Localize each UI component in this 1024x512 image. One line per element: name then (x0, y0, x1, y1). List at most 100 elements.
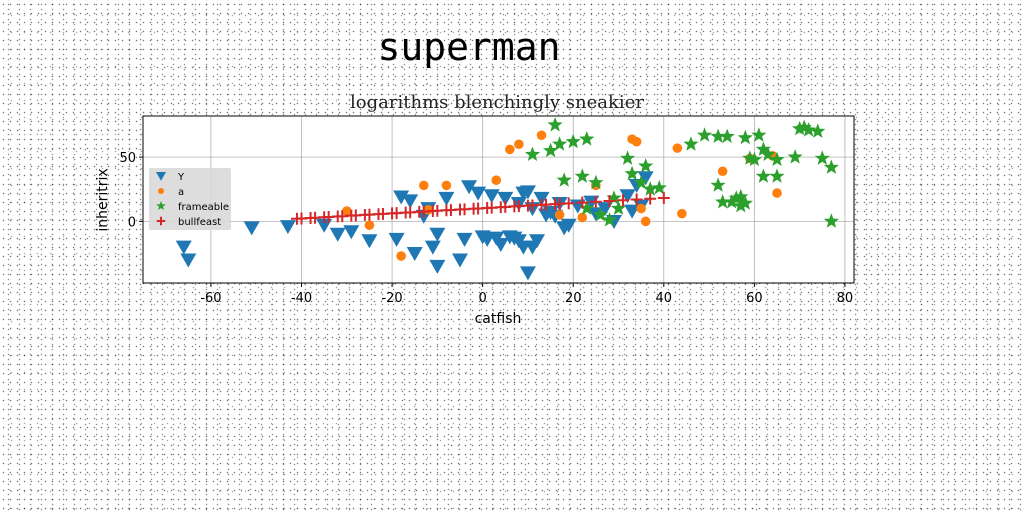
data-point-Y (424, 240, 441, 255)
data-point-frameable (733, 197, 749, 213)
legend-label: frameable (178, 202, 229, 213)
data-point-frameable (624, 165, 640, 181)
data-point-Y (497, 191, 514, 206)
data-point-bullfeast (349, 209, 362, 222)
data-point-frameable (769, 151, 785, 167)
legend-marker (156, 216, 166, 226)
data-point-a (514, 139, 524, 150)
data-point-bullfeast (617, 194, 629, 207)
data-point-Y (456, 232, 473, 247)
data-point-bullfeast (295, 212, 308, 225)
data-point-Y (180, 253, 197, 268)
data-point-frameable (737, 129, 753, 145)
data-point-a (772, 188, 782, 198)
data-point-frameable (642, 181, 658, 196)
data-point-bullfeast (540, 198, 553, 211)
y-tick-label: 50 (119, 151, 136, 166)
series-frameable (524, 117, 839, 228)
data-point-frameable (633, 174, 649, 190)
data-point-a (341, 206, 352, 216)
data-point-bullfeast (363, 208, 376, 221)
x-tick-label: 80 (837, 291, 854, 306)
series-bullfeast (291, 192, 670, 225)
data-point-frameable (796, 119, 812, 134)
data-point-Y (452, 253, 469, 268)
data-point-frameable (683, 136, 699, 151)
data-point-Y (438, 191, 455, 206)
data-point-bullfeast (526, 199, 539, 212)
data-point-a (505, 144, 515, 155)
x-tick-label: 20 (565, 291, 582, 306)
data-point-a (364, 220, 375, 230)
data-point-frameable (552, 136, 568, 151)
data-point-frameable (728, 190, 744, 205)
data-point-a (636, 203, 646, 214)
data-point-bullfeast (657, 192, 670, 204)
data-point-frameable (715, 194, 731, 209)
data-point-frameable (746, 151, 762, 167)
data-point-frameable (823, 213, 839, 228)
data-point-a (418, 180, 429, 191)
data-point-frameable (543, 142, 559, 158)
data-point-frameable (588, 174, 604, 190)
data-point-bullfeast (512, 200, 525, 213)
data-point-Y (519, 266, 536, 281)
data-point-bullfeast (458, 203, 471, 216)
data-point-frameable (814, 150, 830, 165)
data-point-Y (619, 189, 636, 204)
legend-marker (156, 172, 166, 181)
data-point-bullfeast (603, 195, 616, 207)
data-point-bullfeast (404, 206, 417, 219)
data-point-frameable (579, 200, 595, 215)
data-point-frameable (769, 168, 785, 183)
data-point-Y (406, 247, 423, 262)
data-point-Y (533, 191, 550, 206)
data-point-frameable (651, 179, 667, 195)
data-point-frameable (606, 190, 622, 205)
data-point-Y (492, 238, 509, 253)
data-point-a (640, 216, 651, 227)
data-point-bullfeast (630, 193, 643, 206)
data-point-Y (483, 189, 500, 204)
data-point-Y (243, 221, 260, 236)
data-point-frameable (610, 200, 627, 215)
data-point-bullfeast (589, 195, 602, 208)
data-point-Y (175, 240, 192, 255)
legend-label: Y (177, 172, 185, 183)
data-point-bullfeast (472, 202, 485, 215)
x-tick-label: 0 (479, 291, 487, 306)
data-point-bullfeast (444, 204, 457, 216)
chart-title: superman (377, 25, 560, 69)
data-point-a (577, 212, 588, 223)
data-point-Y (637, 171, 654, 186)
data-point-bullfeast (644, 192, 657, 205)
data-point-frameable (792, 120, 808, 136)
data-point-Y (361, 234, 378, 249)
data-point-frameable (547, 117, 563, 132)
data-point-frameable (620, 150, 636, 165)
data-point-frameable (601, 212, 618, 227)
legend-label: bullfeast (178, 217, 221, 228)
legend-box (149, 168, 231, 230)
legend-marker (156, 201, 166, 210)
data-point-frameable (638, 158, 654, 173)
data-point-bullfeast (309, 211, 322, 224)
data-point-frameable (556, 172, 572, 187)
data-point-bullfeast (431, 204, 444, 217)
data-point-Y (343, 225, 360, 240)
data-point-a (423, 204, 434, 215)
data-point-frameable (755, 141, 771, 156)
data-point-Y (388, 232, 405, 247)
x-tick-label: 60 (746, 291, 763, 306)
data-point-frameable (801, 122, 817, 137)
data-point-frameable (710, 128, 726, 143)
data-point-frameable (710, 177, 726, 192)
data-point-frameable (579, 131, 595, 146)
data-point-Y (519, 185, 536, 200)
data-point-a (677, 208, 687, 219)
axis-ticks: -60 -40 -20 0 20 40 60 80 0 50 (119, 151, 853, 306)
data-point-frameable (751, 127, 767, 142)
data-point-bullfeast (576, 196, 589, 209)
data-point-a (631, 136, 642, 147)
